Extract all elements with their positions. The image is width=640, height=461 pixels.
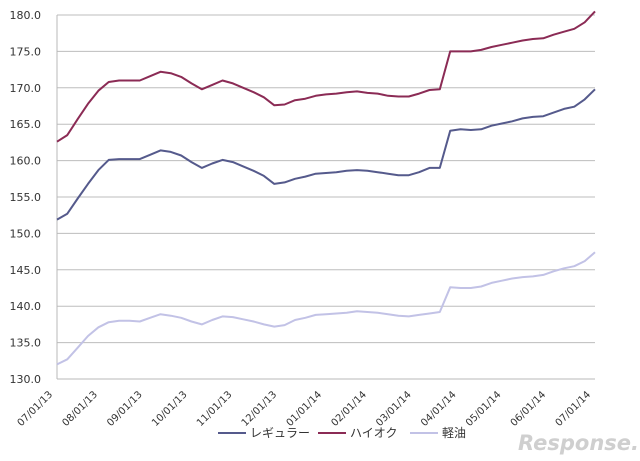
x-tick-label: 12/01/13	[240, 389, 280, 429]
series-line-2	[56, 251, 596, 366]
y-tick-label: 135.0	[10, 337, 42, 350]
y-tick-label: 155.0	[10, 191, 42, 204]
x-tick-label: 07/01/14	[554, 389, 594, 429]
series-line-1	[56, 10, 596, 143]
x-tick-label: 05/01/14	[464, 389, 504, 429]
x-tick-label: 06/01/14	[509, 389, 549, 429]
legend: レギュラー ハイオク 軽油	[218, 426, 466, 440]
watermark-logo: Response.	[518, 431, 639, 455]
y-tick-label: 140.0	[10, 300, 42, 313]
legend-label: 軽油	[442, 426, 466, 440]
y-tick-label: 175.0	[10, 45, 42, 58]
x-tick-label: 10/01/13	[150, 389, 190, 429]
x-tick-label: 11/01/13	[195, 389, 235, 429]
y-tick-label: 170.0	[10, 82, 42, 95]
y-tick-label: 130.0	[10, 373, 42, 386]
x-axis-ticks: 07/01/13 08/01/13 09/01/13 10/01/13 11/01/13…	[16, 389, 594, 429]
series-lines	[56, 10, 596, 366]
x-tick-label: 09/01/13	[105, 389, 145, 429]
legend-label: ハイオク	[350, 426, 398, 440]
x-tick-label: 02/01/14	[329, 389, 369, 429]
x-tick-label: 03/01/14	[374, 389, 414, 429]
y-tick-label: 180.0	[10, 9, 42, 22]
x-tick-label: 01/01/14	[285, 389, 325, 429]
x-tick-label: 08/01/13	[60, 389, 100, 429]
legend-label: レギュラー	[250, 426, 310, 440]
x-tick-label: 04/01/14	[419, 389, 459, 429]
y-tick-label: 160.0	[10, 155, 42, 168]
x-tick-label: 07/01/13	[16, 389, 56, 429]
series-line-0	[56, 88, 596, 221]
y-tick-label: 165.0	[10, 118, 42, 131]
y-axis-ticks: 130.0 135.0 140.0 145.0 150.0 155.0 160.0 165.0…	[10, 9, 42, 386]
y-tick-label: 145.0	[10, 264, 42, 277]
gridlines	[57, 14, 595, 344]
watermark-text: Response.	[518, 431, 639, 455]
y-tick-label: 150.0	[10, 227, 42, 240]
